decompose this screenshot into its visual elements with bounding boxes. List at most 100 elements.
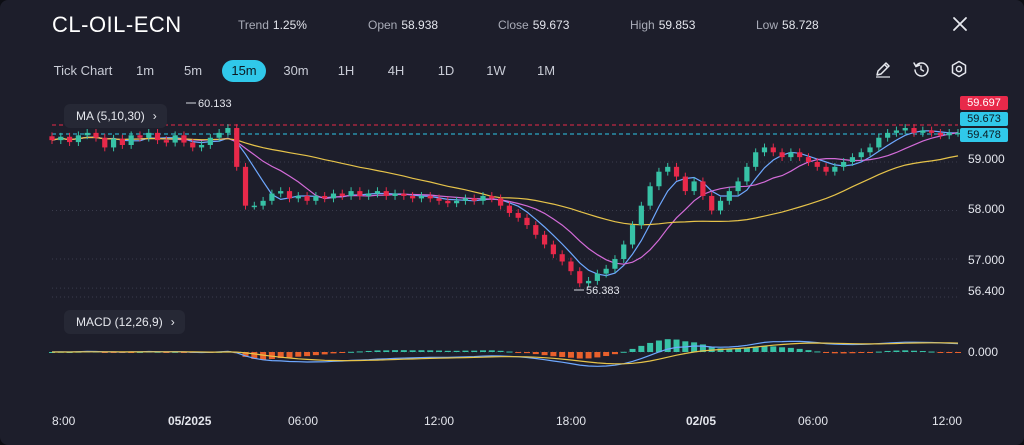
timeframe-1m[interactable]: 1m (135, 63, 155, 78)
time-label: 18:00 (556, 414, 587, 428)
candle-body (902, 128, 908, 131)
candle-body (823, 166, 829, 172)
timeframe-30m[interactable]: 30m (283, 63, 309, 78)
candle-body (225, 128, 231, 133)
macd-histogram-bar (823, 352, 830, 353)
macd-histogram-bar (409, 350, 416, 352)
macd-histogram-bar (101, 352, 108, 353)
macd-histogram-bar (321, 352, 328, 355)
candle-body (682, 176, 688, 192)
time-label: 12:00 (932, 414, 963, 428)
macd-histogram-bar (180, 352, 187, 353)
timeframe-tick[interactable]: Tick Chart (53, 63, 113, 78)
candle-body (216, 132, 222, 138)
macd-histogram-bar (251, 352, 258, 359)
chevron-right-icon: › (170, 315, 175, 329)
macd-histogram-bar (699, 344, 706, 352)
macd-histogram-bar (787, 347, 794, 352)
candle-body (779, 152, 785, 158)
price-tag-ma: 59.478 (960, 128, 1008, 142)
macd-histogram-bar (233, 352, 240, 354)
candle-body (322, 195, 328, 199)
price-tick-57: 57.000 (968, 253, 1005, 267)
macd-histogram-bar (770, 346, 777, 352)
macd-histogram-bar (928, 351, 935, 353)
macd-histogram-bar (911, 350, 918, 352)
macd-histogram-bar (277, 352, 284, 359)
macd-histogram-bar (735, 348, 742, 352)
close-button[interactable] (948, 12, 972, 36)
macd-histogram-bar (550, 352, 557, 357)
macd-histogram-bar (893, 350, 900, 352)
candle-body (841, 161, 847, 167)
timeframe-1w[interactable]: 1W (486, 63, 506, 78)
price-tag-high: 59.697 (960, 96, 1008, 110)
candle-body (260, 200, 266, 206)
candle-body (911, 128, 917, 133)
macd-histogram-bar (532, 352, 539, 355)
macd-histogram-bar (946, 352, 953, 353)
macd-histogram-bar (154, 351, 161, 353)
macd-histogram-bar (128, 352, 135, 353)
price-tag-close: 59.673 (960, 112, 1008, 126)
candle-body (93, 132, 99, 138)
timeframe-1h[interactable]: 1H (337, 63, 355, 78)
candle-body (172, 135, 178, 143)
macd-histogram-bar (444, 350, 451, 352)
candle-body (568, 261, 574, 272)
candle-body (242, 166, 249, 206)
candle-body (436, 198, 442, 201)
macd-histogram-bar (638, 345, 645, 352)
candle-body (128, 135, 134, 146)
time-label: 06:00 (798, 414, 829, 428)
macd-histogram-bar (374, 350, 381, 352)
candle-body (357, 191, 363, 196)
candle-body (119, 138, 125, 146)
macd-indicator-pill[interactable]: MACD (12,26,9) › (64, 310, 185, 334)
macd-histogram-bar (330, 352, 337, 354)
timeframe-1d[interactable]: 1D (437, 63, 455, 78)
macd-histogram-bar (814, 351, 821, 353)
candle-body (286, 191, 293, 199)
chart-settings-button[interactable] (948, 58, 970, 80)
macd-histogram-bar (752, 346, 759, 352)
candle-body (805, 157, 812, 162)
ma-indicator-pill[interactable]: MA (5,10,30) › (64, 104, 167, 128)
ma-line-ma5 (51, 130, 958, 277)
high-marker-label: 60.133 (198, 98, 232, 110)
candle-body (251, 205, 257, 208)
candle-body (58, 136, 64, 141)
macd-histogram-bar (260, 352, 267, 360)
price-tick-58: 58.000 (968, 202, 1005, 216)
macd-histogram-bar (348, 351, 355, 353)
candle-body (814, 161, 820, 167)
low-marker-label: 56.383 (586, 285, 620, 297)
candle-body (489, 195, 495, 199)
candle-body (585, 280, 592, 284)
timeframe-1mo[interactable]: 1M (536, 63, 556, 78)
candle-body (471, 198, 477, 201)
candle-body (348, 191, 354, 196)
candle-body (313, 195, 319, 201)
draw-tool-button[interactable] (872, 58, 894, 80)
candle-body (612, 259, 618, 269)
reset-chart-button[interactable] (910, 58, 932, 80)
macd-histogram-bar (488, 350, 495, 352)
macd-histogram-bar (49, 352, 55, 353)
timeframe-4h[interactable]: 4H (387, 63, 405, 78)
timeframe-15m[interactable]: 15m (222, 60, 266, 82)
timeframe-5m[interactable]: 5m (183, 63, 203, 78)
candle-body (295, 195, 301, 199)
candle-body (427, 195, 433, 199)
close-icon (953, 17, 967, 31)
macd-histogram-bar (831, 352, 838, 354)
macd-histogram-bar (743, 347, 750, 352)
macd-histogram-bar (647, 342, 654, 352)
macd-histogram-bar (884, 350, 891, 352)
candle-body (849, 157, 856, 162)
macd-histogram-bar (216, 351, 223, 353)
macd-histogram-bar (603, 352, 610, 357)
candle-body (550, 244, 556, 255)
macd-histogram-bar (875, 351, 882, 353)
